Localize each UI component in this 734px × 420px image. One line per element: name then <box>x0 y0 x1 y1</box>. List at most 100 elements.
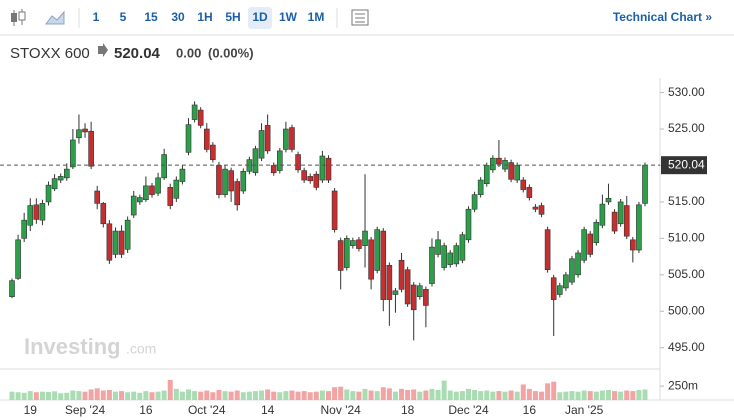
candle-body <box>380 230 387 300</box>
y-tick-label: 525.00 <box>668 121 705 135</box>
candle-body <box>82 128 88 133</box>
volume-bar <box>216 390 222 400</box>
volume-bar <box>277 392 283 400</box>
interval-button[interactable]: 5H <box>225 10 240 24</box>
candle-body <box>15 239 21 279</box>
x-tick-label: Jan '25 <box>565 403 604 417</box>
candle-body <box>331 190 338 230</box>
volume-bar <box>131 391 137 400</box>
volume-bar <box>167 380 173 400</box>
volume-bar <box>526 388 532 400</box>
volume-bar <box>399 388 405 400</box>
volume-bar <box>46 391 52 400</box>
volume-bar <box>563 391 569 400</box>
volume-bar <box>125 392 131 400</box>
volume-bar <box>380 387 386 400</box>
watermark: Investing <box>24 334 121 359</box>
candle-body <box>496 157 502 165</box>
change: 0.00 <box>176 45 201 60</box>
candle-body <box>216 165 222 195</box>
volume-bar <box>161 390 167 400</box>
candle-body <box>636 204 642 251</box>
technical-chart-link[interactable]: Technical Chart » <box>613 10 712 24</box>
volume-bar <box>514 391 520 400</box>
candle-body <box>325 157 332 181</box>
candle-body <box>617 201 624 225</box>
candle-body <box>410 284 417 311</box>
y-tick-label: 505.00 <box>668 267 705 281</box>
volume-bar <box>618 391 624 400</box>
volume-bar <box>301 391 307 400</box>
candle-body <box>611 211 618 232</box>
indicator-icon[interactable] <box>351 9 369 26</box>
candle-body <box>228 170 234 192</box>
candle-body <box>161 154 167 179</box>
candle-body <box>149 185 155 195</box>
candle-body <box>416 285 423 297</box>
candle-body <box>623 205 630 237</box>
interval-button[interactable]: 30 <box>171 10 185 24</box>
candle-body <box>277 150 283 171</box>
volume-bar <box>368 390 374 400</box>
volume-bar <box>429 388 435 400</box>
candle-body <box>471 194 478 210</box>
interval-button[interactable]: 5 <box>120 10 127 24</box>
candle-body <box>173 179 180 199</box>
candle-body <box>179 168 186 182</box>
candle-body <box>441 245 447 268</box>
candle-body <box>258 130 265 159</box>
candle-body <box>605 197 612 203</box>
interval-button[interactable]: 1 <box>93 10 100 24</box>
volume-bar <box>52 391 58 400</box>
volume-bar <box>76 391 82 400</box>
volume-bar <box>240 392 246 400</box>
candle-body <box>112 230 119 255</box>
interval-button[interactable]: 1D <box>252 10 268 24</box>
volume-bar <box>106 390 112 400</box>
candle-body <box>526 187 533 198</box>
candle-body <box>532 206 539 210</box>
y-tick-label: 510.00 <box>668 231 705 245</box>
candle-body <box>264 125 271 152</box>
candle-icon[interactable] <box>11 9 26 26</box>
candle-body <box>343 238 350 268</box>
interval-button[interactable]: 1H <box>197 10 212 24</box>
volume-bar <box>593 391 599 400</box>
candle-body <box>544 229 551 271</box>
volume-bar <box>39 391 45 400</box>
candle-body <box>21 219 27 239</box>
volume-bar <box>411 389 417 400</box>
candle-body <box>550 277 557 300</box>
candle-body <box>435 239 441 255</box>
candle-body <box>191 104 198 120</box>
volume-bar <box>82 391 88 400</box>
last-price-tag <box>661 156 707 175</box>
interval-button[interactable]: 15 <box>144 10 158 24</box>
volume-bar <box>295 391 301 400</box>
x-tick-label: Dec '24 <box>448 403 489 417</box>
volume-bar <box>210 392 216 400</box>
volume-bar <box>551 381 557 400</box>
x-tick-label: 18 <box>401 403 415 417</box>
arrow-icon <box>98 43 108 57</box>
candle-body <box>185 124 192 153</box>
volume-bar <box>119 391 125 400</box>
volume-bar <box>636 390 642 400</box>
volume-bar <box>338 386 344 400</box>
interval-button[interactable]: 1M <box>308 10 325 24</box>
volume-bar <box>246 391 252 400</box>
volume-bar <box>441 380 447 400</box>
volume-bar <box>630 391 636 400</box>
volume-bar <box>307 392 313 400</box>
volume-bar <box>259 390 265 400</box>
candle-body <box>143 185 149 201</box>
interval-button[interactable]: 1W <box>279 10 298 24</box>
x-tick-label: 16 <box>139 403 153 417</box>
candle-body <box>33 204 40 220</box>
area-icon[interactable] <box>45 10 65 25</box>
y-tick-label: 530.00 <box>668 85 705 99</box>
candle-body <box>447 252 454 265</box>
volume-bar <box>545 383 551 400</box>
